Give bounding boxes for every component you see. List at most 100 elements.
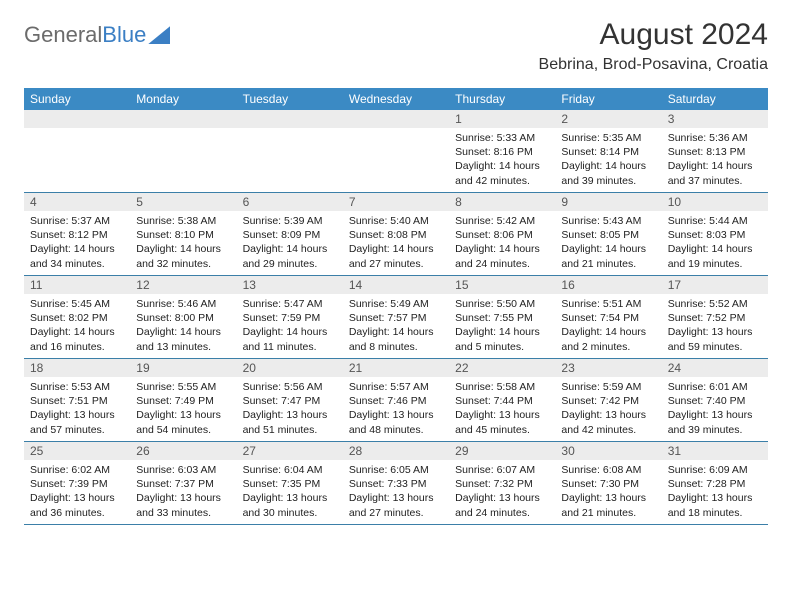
weekday-header-cell: Friday: [555, 88, 661, 110]
day-number: 10: [662, 193, 768, 211]
day-number: 17: [662, 276, 768, 294]
day-number: [237, 110, 343, 128]
day-cell: 4Sunrise: 5:37 AMSunset: 8:12 PMDaylight…: [24, 193, 130, 275]
day-number: 12: [130, 276, 236, 294]
day-cell: 29Sunrise: 6:07 AMSunset: 7:32 PMDayligh…: [449, 442, 555, 524]
day-number: 26: [130, 442, 236, 460]
day-content: Sunrise: 6:07 AMSunset: 7:32 PMDaylight:…: [449, 460, 555, 524]
sunrise-text: Sunrise: 5:53 AM: [30, 380, 124, 394]
day-content: Sunrise: 5:53 AMSunset: 7:51 PMDaylight:…: [24, 377, 130, 441]
sunrise-text: Sunrise: 5:40 AM: [349, 214, 443, 228]
day-number: 15: [449, 276, 555, 294]
sunrise-text: Sunrise: 5:47 AM: [243, 297, 337, 311]
weekday-header-cell: Sunday: [24, 88, 130, 110]
day-content: Sunrise: 5:38 AMSunset: 8:10 PMDaylight:…: [130, 211, 236, 275]
day-number: 20: [237, 359, 343, 377]
day-cell: [130, 110, 236, 192]
day-cell: 2Sunrise: 5:35 AMSunset: 8:14 PMDaylight…: [555, 110, 661, 192]
weekday-header-row: SundayMondayTuesdayWednesdayThursdayFrid…: [24, 88, 768, 110]
sunset-text: Sunset: 7:28 PM: [668, 477, 762, 491]
daylight-text: Daylight: 13 hours and 39 minutes.: [668, 408, 762, 436]
day-cell: 23Sunrise: 5:59 AMSunset: 7:42 PMDayligh…: [555, 359, 661, 441]
sunrise-text: Sunrise: 5:35 AM: [561, 131, 655, 145]
day-content: Sunrise: 5:55 AMSunset: 7:49 PMDaylight:…: [130, 377, 236, 441]
day-number: [343, 110, 449, 128]
day-number: 4: [24, 193, 130, 211]
weeks-container: 1Sunrise: 5:33 AMSunset: 8:16 PMDaylight…: [24, 110, 768, 525]
day-number: 23: [555, 359, 661, 377]
day-content: Sunrise: 5:57 AMSunset: 7:46 PMDaylight:…: [343, 377, 449, 441]
weekday-header-cell: Saturday: [662, 88, 768, 110]
daylight-text: Daylight: 14 hours and 16 minutes.: [30, 325, 124, 353]
day-number: 5: [130, 193, 236, 211]
sunset-text: Sunset: 7:33 PM: [349, 477, 443, 491]
day-cell: 22Sunrise: 5:58 AMSunset: 7:44 PMDayligh…: [449, 359, 555, 441]
week-row: 4Sunrise: 5:37 AMSunset: 8:12 PMDaylight…: [24, 193, 768, 276]
day-number: 29: [449, 442, 555, 460]
daylight-text: Daylight: 13 hours and 18 minutes.: [668, 491, 762, 519]
sunset-text: Sunset: 7:44 PM: [455, 394, 549, 408]
sunrise-text: Sunrise: 5:56 AM: [243, 380, 337, 394]
day-number: 1: [449, 110, 555, 128]
day-content: Sunrise: 5:56 AMSunset: 7:47 PMDaylight:…: [237, 377, 343, 441]
sunrise-text: Sunrise: 6:03 AM: [136, 463, 230, 477]
sunset-text: Sunset: 8:16 PM: [455, 145, 549, 159]
day-content: Sunrise: 5:40 AMSunset: 8:08 PMDaylight:…: [343, 211, 449, 275]
day-cell: 3Sunrise: 5:36 AMSunset: 8:13 PMDaylight…: [662, 110, 768, 192]
day-content: Sunrise: 6:09 AMSunset: 7:28 PMDaylight:…: [662, 460, 768, 524]
day-cell: 12Sunrise: 5:46 AMSunset: 8:00 PMDayligh…: [130, 276, 236, 358]
day-content: Sunrise: 5:47 AMSunset: 7:59 PMDaylight:…: [237, 294, 343, 358]
sunrise-text: Sunrise: 5:33 AM: [455, 131, 549, 145]
day-cell: [343, 110, 449, 192]
calendar-page: GeneralBlue August 2024 Bebrina, Brod-Po…: [0, 0, 792, 543]
logo-triangle-icon: [148, 26, 170, 44]
daylight-text: Daylight: 14 hours and 34 minutes.: [30, 242, 124, 270]
day-cell: 25Sunrise: 6:02 AMSunset: 7:39 PMDayligh…: [24, 442, 130, 524]
daylight-text: Daylight: 13 hours and 30 minutes.: [243, 491, 337, 519]
sunset-text: Sunset: 7:59 PM: [243, 311, 337, 325]
day-cell: 16Sunrise: 5:51 AMSunset: 7:54 PMDayligh…: [555, 276, 661, 358]
day-content: Sunrise: 6:03 AMSunset: 7:37 PMDaylight:…: [130, 460, 236, 524]
day-content: Sunrise: 5:39 AMSunset: 8:09 PMDaylight:…: [237, 211, 343, 275]
sunrise-text: Sunrise: 6:04 AM: [243, 463, 337, 477]
day-number: 16: [555, 276, 661, 294]
day-cell: 11Sunrise: 5:45 AMSunset: 8:02 PMDayligh…: [24, 276, 130, 358]
sunrise-text: Sunrise: 5:59 AM: [561, 380, 655, 394]
day-cell: 13Sunrise: 5:47 AMSunset: 7:59 PMDayligh…: [237, 276, 343, 358]
day-number: 13: [237, 276, 343, 294]
daylight-text: Daylight: 14 hours and 29 minutes.: [243, 242, 337, 270]
day-cell: 24Sunrise: 6:01 AMSunset: 7:40 PMDayligh…: [662, 359, 768, 441]
day-content: Sunrise: 5:33 AMSunset: 8:16 PMDaylight:…: [449, 128, 555, 192]
weekday-header-cell: Wednesday: [343, 88, 449, 110]
sunrise-text: Sunrise: 5:55 AM: [136, 380, 230, 394]
day-content: Sunrise: 5:42 AMSunset: 8:06 PMDaylight:…: [449, 211, 555, 275]
day-content: Sunrise: 5:45 AMSunset: 8:02 PMDaylight:…: [24, 294, 130, 358]
sunrise-text: Sunrise: 5:38 AM: [136, 214, 230, 228]
daylight-text: Daylight: 13 hours and 54 minutes.: [136, 408, 230, 436]
daylight-text: Daylight: 13 hours and 24 minutes.: [455, 491, 549, 519]
sunset-text: Sunset: 7:49 PM: [136, 394, 230, 408]
sunset-text: Sunset: 7:51 PM: [30, 394, 124, 408]
week-row: 11Sunrise: 5:45 AMSunset: 8:02 PMDayligh…: [24, 276, 768, 359]
day-cell: 1Sunrise: 5:33 AMSunset: 8:16 PMDaylight…: [449, 110, 555, 192]
daylight-text: Daylight: 14 hours and 19 minutes.: [668, 242, 762, 270]
sunrise-text: Sunrise: 5:46 AM: [136, 297, 230, 311]
day-cell: 8Sunrise: 5:42 AMSunset: 8:06 PMDaylight…: [449, 193, 555, 275]
day-number: 14: [343, 276, 449, 294]
day-content: Sunrise: 5:43 AMSunset: 8:05 PMDaylight:…: [555, 211, 661, 275]
day-cell: 7Sunrise: 5:40 AMSunset: 8:08 PMDaylight…: [343, 193, 449, 275]
sunset-text: Sunset: 7:42 PM: [561, 394, 655, 408]
sunset-text: Sunset: 8:03 PM: [668, 228, 762, 242]
sunset-text: Sunset: 7:39 PM: [30, 477, 124, 491]
sunrise-text: Sunrise: 5:43 AM: [561, 214, 655, 228]
sunrise-text: Sunrise: 6:05 AM: [349, 463, 443, 477]
day-cell: 20Sunrise: 5:56 AMSunset: 7:47 PMDayligh…: [237, 359, 343, 441]
day-number: [24, 110, 130, 128]
day-cell: 15Sunrise: 5:50 AMSunset: 7:55 PMDayligh…: [449, 276, 555, 358]
weekday-header-cell: Tuesday: [237, 88, 343, 110]
calendar-grid: SundayMondayTuesdayWednesdayThursdayFrid…: [24, 88, 768, 525]
sunset-text: Sunset: 7:55 PM: [455, 311, 549, 325]
day-number: 19: [130, 359, 236, 377]
day-number: 9: [555, 193, 661, 211]
day-cell: 19Sunrise: 5:55 AMSunset: 7:49 PMDayligh…: [130, 359, 236, 441]
